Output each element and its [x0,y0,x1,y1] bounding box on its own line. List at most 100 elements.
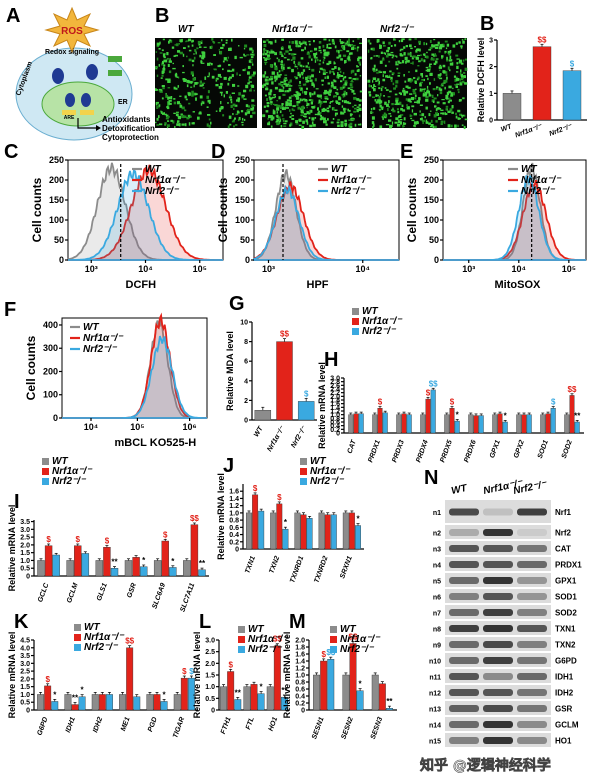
cell-speck [415,49,418,53]
cell-speck [169,58,171,62]
cell-speck [463,75,466,79]
cell-speck [181,114,185,119]
cell-speck [458,118,461,120]
cell-speck [347,56,351,60]
blot-band [449,641,479,648]
cell-speck [288,87,292,92]
bar-l [227,671,235,711]
cell-speck [398,92,401,95]
cell-speck [182,53,185,57]
cell-speck [440,122,443,125]
cell-speck [347,108,349,112]
cell-speck [326,47,329,49]
cell-speck [283,78,286,80]
y-tick-label: 2.5 [205,649,215,656]
bar-h [497,413,503,434]
cell-speck [156,74,159,77]
cell-speck [405,60,407,64]
y-tick-label: 0.8 [330,416,340,423]
blot-band [483,689,513,696]
bar-g [254,410,272,421]
cell-speck [273,110,276,114]
legend-entry: Nrf1α⁻/⁻ [331,175,372,186]
category-label: WT [500,123,513,134]
cell-speck [414,101,418,103]
cell-speck [418,42,421,45]
cell-speck [276,122,280,126]
cell-speck [233,125,235,128]
blot-row-id: n7 [433,611,441,618]
cell-speck [382,117,384,120]
blot-band [517,641,547,648]
cell-speck [372,96,375,98]
cell-speck [381,58,385,61]
y-tick-label: 0.4 [330,423,340,430]
cell-speck [291,41,294,44]
cell-speck [402,89,406,93]
y-tick-label: 250 [49,155,64,165]
histogram-nrf2 [443,175,586,261]
cell-speck [356,108,359,113]
bar-k [51,701,59,711]
cell-speck [330,101,333,103]
cell-speck [432,126,434,129]
blot-band [483,561,513,568]
cell-speck [267,122,271,126]
cell-speck [278,70,281,73]
cell-speck [158,48,161,50]
cell-speck [246,108,251,112]
category-label: PRDX3 [391,439,406,463]
cell-speck [238,45,240,47]
cell-speck [264,58,267,61]
cell-speck [456,71,459,73]
cell-speck [182,71,185,74]
cell-speck [164,123,166,126]
cell-speck [183,79,187,81]
cell-speck [246,110,249,112]
cell-speck [166,106,169,109]
cell-speck [307,51,310,54]
cell-speck [430,58,434,61]
cell-speck [348,102,352,105]
cell-speck [389,125,392,129]
panel-b-images: B WT Nrf1α⁻/⁻ Nrf2⁻/⁻ [155,5,468,130]
cell-speck [320,101,323,104]
y-tick-label: 100 [235,215,250,225]
cell-speck [408,71,410,73]
cell-speck [376,39,380,43]
blot-band [483,641,513,648]
cell-speck [462,97,465,100]
cell-speck [337,118,340,121]
cell-speck [230,101,233,104]
cell-speck [220,46,224,49]
cell-speck [455,115,458,119]
cell-speck [336,49,339,53]
cell-speck [191,93,194,97]
cell-speck [274,39,277,43]
bar-j [270,512,277,550]
cell-speck [300,106,304,110]
cell-speck [411,56,414,60]
y-tick-label: 2.2 [330,390,340,397]
cell-speck [221,39,223,42]
cell-speck [168,60,172,63]
cell-speck [383,112,386,115]
y-tick-label: 0 [211,708,215,715]
y-tick-label: 0 [489,118,493,125]
blot-band [517,673,547,680]
cell-speck [296,102,299,107]
cell-speck [350,88,353,91]
y-tick-label: 1.0 [205,684,215,691]
y-tick-label: 50 [54,235,64,245]
cell-speck [395,97,399,101]
blot-band [449,609,479,616]
cell-speck [199,46,202,48]
cell-speck [241,94,245,97]
cell-speck [298,94,301,96]
cell-speck [266,79,270,82]
y-tick-label: 0.5 [20,700,30,707]
category-label: SESN1 [311,716,325,740]
cell-speck [350,81,354,83]
cell-speck [201,56,205,60]
